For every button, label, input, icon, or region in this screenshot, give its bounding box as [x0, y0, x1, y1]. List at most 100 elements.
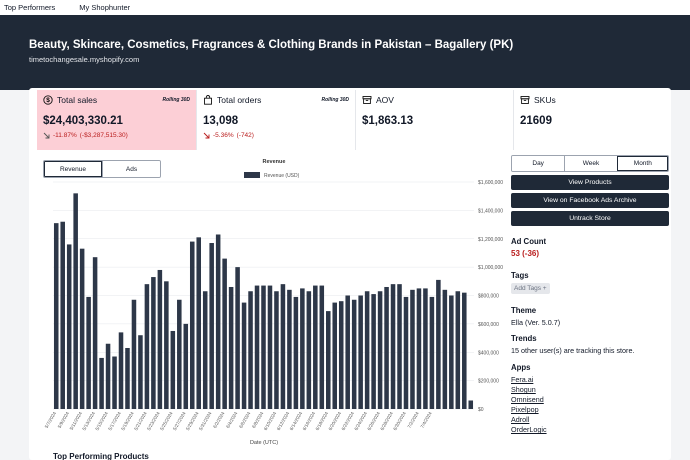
revenue-bar: [53, 223, 59, 409]
tab-month[interactable]: Month: [616, 156, 668, 171]
revenue-chart: Revenue Revenue (USD) $0 $200,000 $400,000 $6…: [44, 159, 503, 446]
ad-count-label: Ad Count: [511, 237, 547, 246]
revenue-bar: [423, 288, 428, 409]
revenue-bar: [390, 284, 396, 409]
app-link[interactable]: Pixelpop: [511, 405, 539, 414]
revenue-bar: [455, 291, 461, 409]
revenue-bar: [241, 302, 247, 409]
chart-metric-tabs: Revenue Ads: [43, 160, 161, 178]
y-tick-label: $800,000: [478, 294, 499, 300]
stat-delta: -5.36% (-742): [203, 132, 349, 139]
tab-day[interactable]: Day: [512, 156, 565, 171]
revenue-bar: [410, 289, 415, 409]
view-products-button[interactable]: View Products: [511, 175, 669, 190]
revenue-bar: [164, 281, 169, 409]
store-domain[interactable]: timetochangesale.myshopify.com: [29, 55, 140, 64]
revenue-bar: [177, 299, 182, 409]
nav-top-performers[interactable]: Top Performers: [4, 3, 56, 12]
revenue-bar: [202, 291, 208, 409]
revenue-bar: [209, 243, 214, 409]
tab-week[interactable]: Week: [564, 156, 617, 171]
revenue-bar: [92, 257, 98, 409]
stat-value: 21609: [520, 115, 552, 127]
svg-text:$: $: [46, 97, 50, 104]
revenue-bar: [332, 302, 338, 409]
revenue-bar: [99, 357, 104, 409]
add-tags-button[interactable]: Add Tags +: [511, 283, 550, 294]
revenue-bar: [267, 285, 273, 409]
app-link[interactable]: OrderLogic: [511, 425, 547, 434]
revenue-bar: [86, 296, 91, 409]
y-tick-label: $1,600,000: [478, 180, 503, 186]
revenue-bar: [118, 332, 124, 409]
revenue-bar: [397, 284, 402, 409]
revenue-bar: [66, 244, 72, 409]
untrack-store-button[interactable]: Untrack Store: [511, 211, 669, 226]
revenue-bar: [73, 193, 78, 409]
revenue-bar: [196, 237, 201, 409]
archive-icon: [362, 96, 372, 104]
app-link[interactable]: Fera.ai: [511, 375, 534, 384]
revenue-bar: [449, 295, 454, 409]
revenue-bar: [274, 291, 279, 409]
stat-total-orders[interactable]: Total orders Rolling 30D 13,098 -5.36% (…: [196, 90, 355, 150]
revenue-bar: [151, 277, 156, 409]
revenue-bar: [189, 241, 195, 409]
revenue-bar: [183, 323, 189, 409]
revenue-bar: [131, 299, 137, 409]
revenue-bar: [371, 294, 376, 409]
rolling-badge: Rolling 30D: [321, 97, 349, 103]
revenue-bar: [144, 284, 150, 409]
app-link[interactable]: Adroll: [511, 415, 530, 424]
stat-aov[interactable]: AOV $1,863.13: [355, 90, 513, 150]
y-tick-label: $0: [478, 407, 484, 413]
tab-ads[interactable]: Ads: [101, 161, 160, 177]
top-nav: Top Performers My Shophunter: [0, 0, 690, 15]
store-title: Beauty, Skincare, Cosmetics, Fragrances …: [29, 39, 514, 51]
revenue-bar: [345, 295, 350, 409]
y-tick-label: $600,000: [478, 322, 499, 328]
x-tick-label: 7/2/2024: [407, 411, 420, 429]
stat-value: 13,098: [203, 115, 239, 127]
tags-label: Tags: [511, 271, 529, 280]
revenue-bar: [306, 291, 312, 409]
revenue-bar: [157, 269, 163, 409]
archive-icon: [520, 96, 530, 104]
tab-revenue[interactable]: Revenue: [44, 161, 102, 177]
stat-total-sales[interactable]: $ Total sales Rolling 30D $24,403,330.21…: [37, 90, 196, 150]
view-facebook-ads-button[interactable]: View on Facebook Ads Archive: [511, 193, 669, 208]
store-panel: $ Total sales Rolling 30D $24,403,330.21…: [29, 88, 671, 460]
stat-value: $24,403,330.21: [43, 115, 123, 127]
apps-section: Apps Fera.ai Shogun Omnisend Pixelpop Ad…: [511, 363, 547, 435]
stat-skus[interactable]: SKUs 21609: [513, 90, 671, 150]
chart-title: Revenue: [263, 159, 286, 165]
rolling-badge: Rolling 30D: [162, 97, 190, 103]
revenue-bar: [79, 248, 85, 409]
theme-section: Theme Ella (Ver. 5.0.7): [511, 306, 560, 327]
stat-label: AOV: [376, 95, 394, 105]
trends-text: 15 other user(s) are tracking this store…: [511, 346, 635, 355]
revenue-bar: [235, 267, 240, 409]
revenue-bar: [351, 299, 357, 409]
revenue-bar: [436, 279, 441, 409]
arrow-down-right-icon: [203, 132, 210, 139]
revenue-bar: [280, 284, 286, 409]
revenue-bar: [105, 343, 111, 409]
nav-my-shophunter[interactable]: My Shophunter: [79, 3, 131, 12]
revenue-bar: [364, 291, 370, 409]
revenue-bar: [287, 289, 292, 409]
app-link[interactable]: Omnisend: [511, 395, 544, 404]
stat-label: Total sales: [57, 95, 98, 105]
app-link[interactable]: Shogun: [511, 385, 536, 394]
revenue-bar: [300, 288, 305, 409]
apps-label: Apps: [511, 363, 531, 372]
revenue-bar: [403, 296, 409, 409]
ad-count-value: 53 (-36): [511, 249, 540, 258]
revenue-bar: [261, 285, 266, 409]
arrow-down-right-icon: [43, 132, 50, 139]
revenue-bar: [319, 285, 325, 409]
ad-count-section: Ad Count 53 (-36): [511, 237, 546, 258]
revenue-bar: [384, 286, 389, 409]
revenue-bar: [60, 221, 65, 409]
x-tick-label: 5/7/2024: [44, 411, 57, 429]
